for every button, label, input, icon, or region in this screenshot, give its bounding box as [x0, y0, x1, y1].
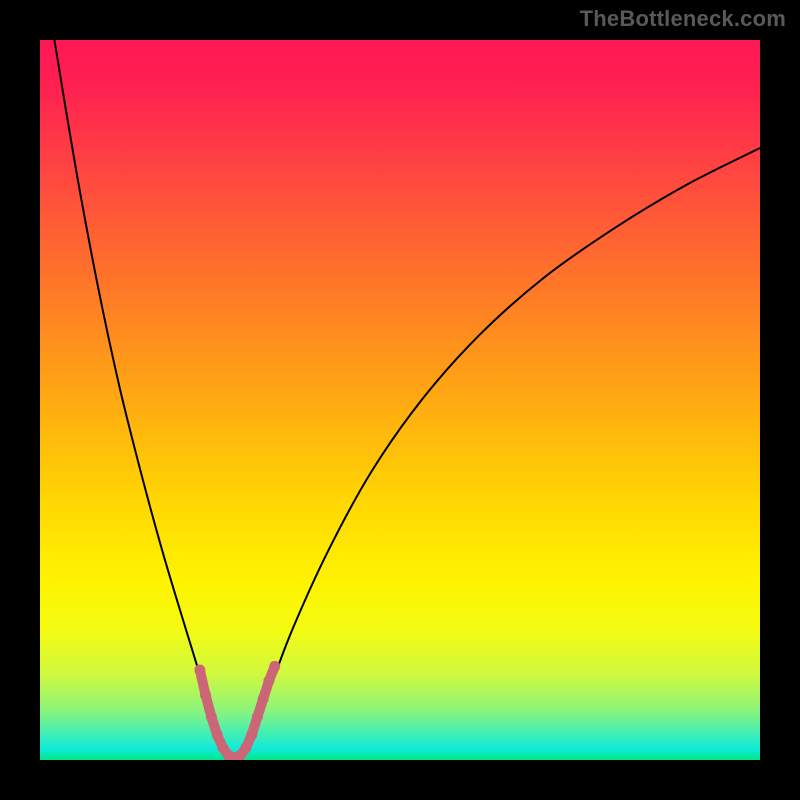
bottom-marker-dot — [240, 742, 251, 753]
bottom-marker-dot — [252, 711, 263, 722]
bottom-marker-dot — [206, 711, 217, 722]
bottom-marker-dot — [246, 729, 257, 740]
bottom-marker-dot — [194, 665, 205, 676]
bottom-marker-group — [194, 661, 280, 760]
watermark-text: TheBottleneck.com — [580, 6, 786, 32]
bottom-marker-dot — [200, 690, 211, 701]
chart-outer-frame: TheBottleneck.com — [0, 0, 800, 800]
curve-layer — [40, 40, 760, 760]
bottom-marker-dot — [212, 729, 223, 740]
bottleneck-curve — [54, 40, 760, 759]
plot-area — [40, 40, 760, 760]
bottom-marker-dot — [263, 675, 274, 686]
bottom-marker-dot — [269, 661, 280, 672]
bottom-marker-dot — [258, 693, 269, 704]
